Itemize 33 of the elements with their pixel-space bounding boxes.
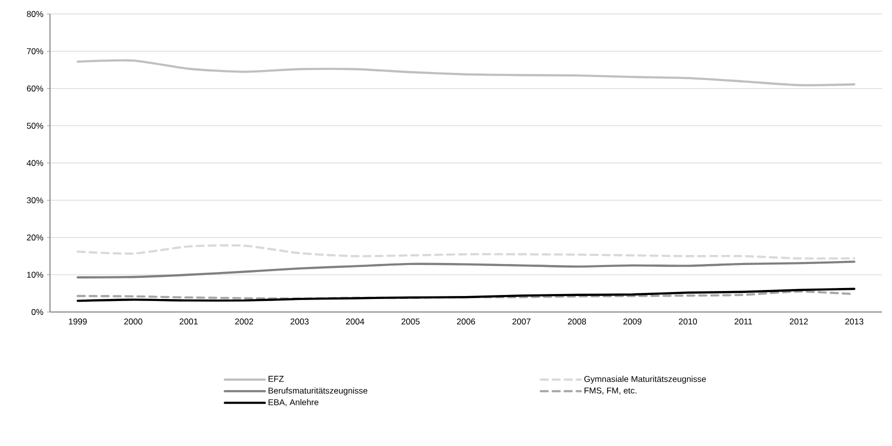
y-tick-label: 20%: [26, 234, 44, 240]
x-tick-label: 2012: [790, 318, 808, 325]
legend-label: Gymnasiale Maturitätszeugnisse: [584, 376, 706, 384]
x-tick-label: 2008: [568, 318, 586, 325]
y-tick-label: 60%: [26, 86, 44, 92]
line-series: [76, 260, 856, 278]
x-tick-label: 2000: [124, 318, 142, 325]
line-series: [76, 244, 856, 260]
y-tick-label: 40%: [26, 160, 44, 166]
x-tick-label: 2006: [457, 318, 476, 325]
y-tick-label: 10%: [27, 272, 44, 278]
x-tick-label: 2001: [180, 318, 198, 325]
x-tick-label: 2004: [346, 318, 364, 325]
line-series: [76, 59, 856, 86]
x-tick-label: 1999: [68, 318, 87, 325]
x-tick-label: 2007: [512, 318, 530, 325]
x-tick-label: 2010: [678, 318, 697, 325]
x-tick-label: 2009: [623, 318, 642, 325]
x-tick-label: 2011: [734, 318, 752, 325]
x-tick-label: 2005: [402, 318, 420, 325]
y-tick-label: 80%: [26, 11, 44, 17]
y-tick-label: 70%: [26, 48, 44, 54]
y-tick-label: 30%: [26, 197, 44, 204]
x-tick-label: 2002: [235, 318, 254, 325]
legend-label: Berufsmaturitätszeugnisse: [268, 387, 368, 396]
line-series: [76, 288, 856, 302]
legend-label: EFZ: [268, 376, 284, 382]
legend-label: FMS, FM, etc.: [584, 388, 636, 394]
legend-label: EBA, Anlehre: [268, 399, 318, 406]
x-tick-label: 2013: [845, 318, 864, 325]
x-tick-label: 2003: [290, 318, 309, 325]
y-tick-label: 50%: [26, 122, 44, 129]
y-tick-label: 0%: [32, 309, 44, 315]
